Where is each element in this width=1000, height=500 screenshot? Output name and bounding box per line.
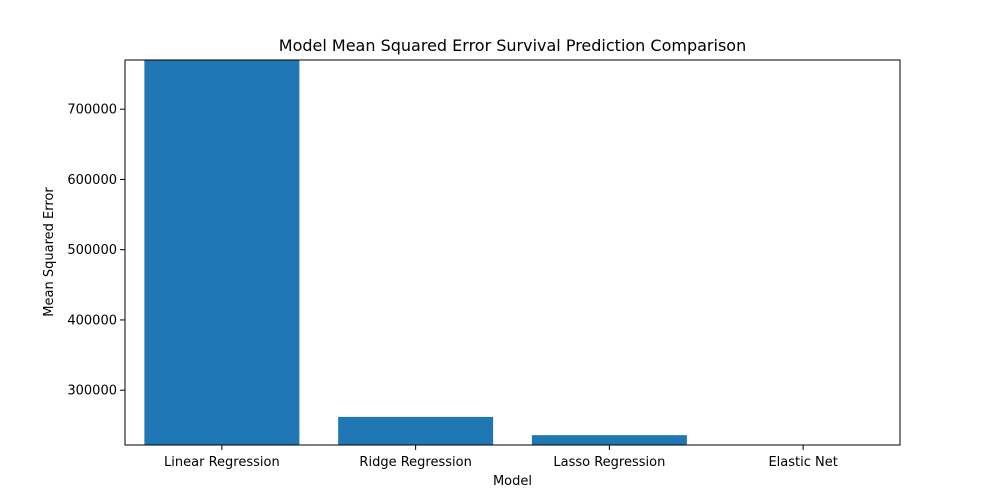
- x-axis-ticks: Linear Regression Ridge Regression Lasso R…: [164, 445, 838, 470]
- x-tick-label: Elastic Net: [768, 455, 837, 470]
- y-tick-label: 700000: [67, 103, 117, 118]
- bar-ridge-regression: [338, 416, 494, 445]
- y-tick-label: 500000: [67, 243, 117, 258]
- bar-lasso-regression: [531, 435, 687, 445]
- y-tick-label: 300000: [67, 384, 117, 399]
- x-tick-label: Linear Regression: [164, 455, 280, 470]
- y-axis-ticks: 300000 400000 500000 600000 700000: [67, 103, 125, 399]
- bar-linear-regression: [144, 60, 300, 445]
- y-axis-label: Mean Squared Error: [42, 187, 57, 317]
- plot-frame: [124, 59, 901, 446]
- bars-group: [144, 60, 687, 445]
- chart-title: Model Mean Squared Error Survival Predic…: [279, 36, 746, 55]
- x-tick-label: Lasso Regression: [553, 455, 665, 470]
- y-tick-label: 600000: [67, 173, 117, 188]
- y-tick-label: 400000: [67, 313, 117, 328]
- x-tick-label: Ridge Regression: [359, 455, 471, 470]
- x-axis-label: Model: [493, 474, 532, 489]
